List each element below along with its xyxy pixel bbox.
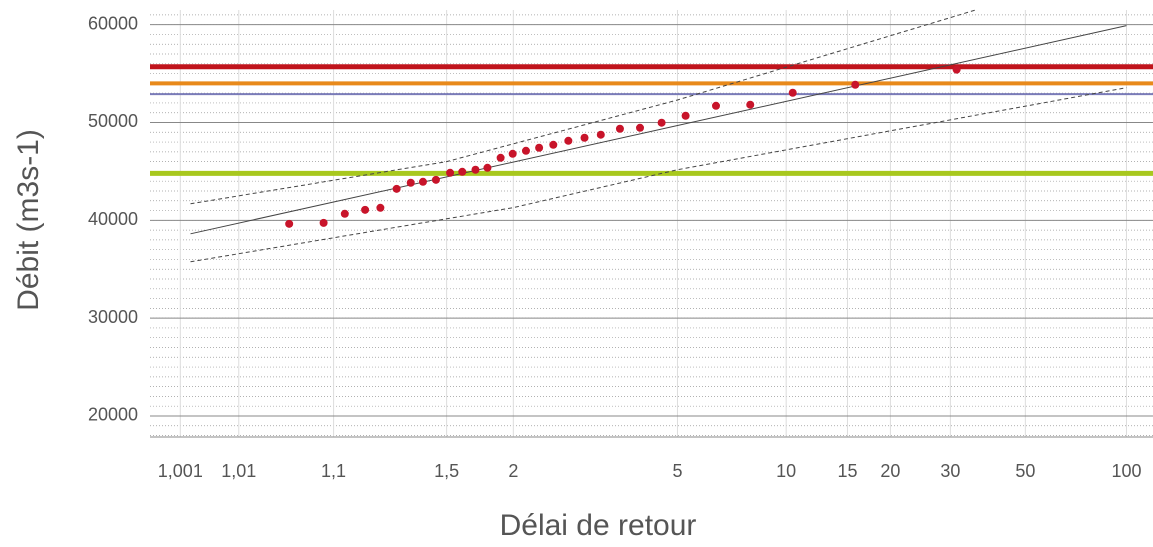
y-tick-label: 20000 <box>88 405 138 425</box>
x-tick-label: 50 <box>1015 461 1035 481</box>
data-point <box>418 177 427 186</box>
x-tick-label: 100 <box>1111 461 1141 481</box>
data-point <box>615 124 624 133</box>
data-point <box>431 175 440 184</box>
data-point <box>851 80 860 89</box>
confidence-curve <box>190 87 1127 263</box>
data-point <box>319 218 328 227</box>
data-point <box>788 88 797 97</box>
y-tick-label: 60000 <box>88 13 138 33</box>
data-point <box>596 130 605 139</box>
x-tick-label: 1,1 <box>321 461 346 481</box>
data-point <box>535 143 544 152</box>
data-point <box>446 168 455 177</box>
data-point <box>376 203 385 212</box>
fit-line <box>190 25 1127 235</box>
data-point <box>952 65 961 74</box>
data-point <box>521 146 530 155</box>
x-tick-label: 1,5 <box>434 461 459 481</box>
data-point <box>549 140 558 149</box>
x-axis-label: Délai de retour <box>500 509 697 542</box>
data-point <box>580 133 589 142</box>
confidence-curve <box>190 9 976 205</box>
x-tick-label: 20 <box>880 461 900 481</box>
y-tick-label: 30000 <box>88 307 138 327</box>
data-point <box>636 123 645 132</box>
data-point <box>681 111 690 120</box>
x-tick-label: 15 <box>837 461 857 481</box>
data-point <box>285 219 294 228</box>
x-tick-label: 1,01 <box>221 461 256 481</box>
data-point <box>361 205 370 214</box>
x-tick-label: 2 <box>508 461 518 481</box>
x-tick-label: 1,001 <box>158 461 203 481</box>
data-point <box>340 209 349 218</box>
y-tick-label: 40000 <box>88 209 138 229</box>
x-tick-label: 30 <box>940 461 960 481</box>
data-point <box>711 101 720 110</box>
data-point <box>508 149 517 158</box>
y-tick-label: 50000 <box>88 111 138 131</box>
data-point <box>496 153 505 162</box>
x-tick-label: 5 <box>672 461 682 481</box>
y-axis-label: Débit (m3s-1) <box>12 129 45 311</box>
data-point <box>406 178 415 187</box>
data-point <box>471 165 480 174</box>
data-point <box>746 100 755 109</box>
data-point <box>458 167 467 176</box>
data-point <box>483 163 492 172</box>
data-point <box>564 136 573 145</box>
x-tick-label: 10 <box>776 461 796 481</box>
data-point <box>392 184 401 193</box>
data-point <box>657 118 666 127</box>
